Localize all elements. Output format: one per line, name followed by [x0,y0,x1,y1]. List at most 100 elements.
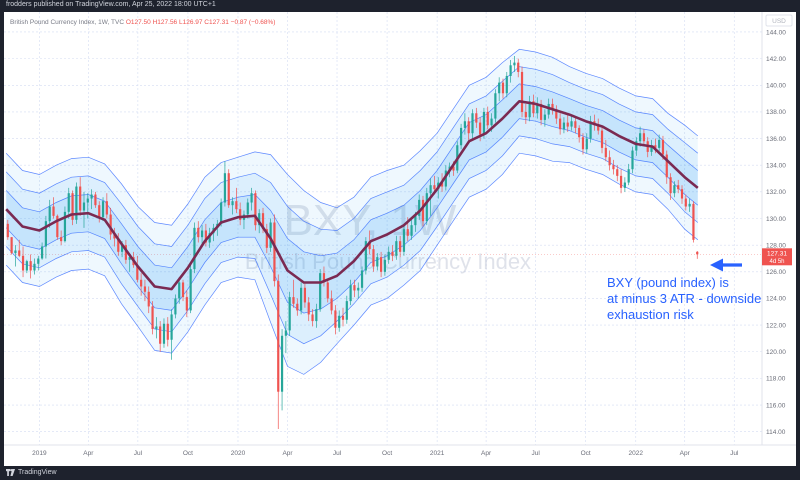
candle [379,251,383,278]
candle-body [498,82,501,94]
candle-body [612,165,615,170]
candle-body [277,281,280,392]
candle [185,290,188,318]
candle-body [345,301,348,320]
price-tick-label: 120.00 [766,349,786,356]
candle-body [494,93,497,119]
time-tick-label: Jul [333,450,342,457]
candle [589,115,592,143]
atr-band-fill-1 [6,83,698,314]
candle [29,254,32,279]
candle [677,179,680,194]
candle [528,95,531,122]
candle [387,246,390,264]
price-chart[interactable]: BXY, 1W British Pound Currency Index Bri… [4,12,796,466]
candle [174,294,177,319]
atr-bands [5,48,699,375]
candle [326,278,329,303]
price-axis[interactable]: USD 114.00 116.00 118.00 120.00 122.00 124.00… [761,12,793,445]
time-tick-label: Jul [730,450,739,457]
candle-body [543,114,546,120]
candle [463,113,466,135]
candle-body [300,287,303,311]
candle-body [425,193,428,222]
candle [140,273,143,296]
candle [25,259,28,274]
candle-body [162,323,166,344]
candle-body [82,202,86,211]
publisher-line: frodders published on TradingView.com, A… [6,1,216,8]
candle-body [555,109,558,119]
candle-body [654,145,657,148]
candle-body [200,230,204,238]
price-tag-box [762,248,792,266]
candle-body [67,193,70,212]
candle [376,253,379,271]
candle [292,279,295,308]
candle-body [566,122,569,127]
candle [471,109,474,139]
candle [383,254,387,276]
candle [67,187,70,219]
candle [143,279,147,302]
price-tag-value: 127.31 [767,250,787,257]
candle [574,117,577,134]
candle-body [661,139,665,155]
candle [597,118,600,135]
candle-body [680,189,684,199]
currency-box[interactable] [765,14,793,27]
time-tick-label: 2022 [629,450,644,457]
candle [402,223,406,256]
candle [600,126,604,154]
candle-body [235,201,238,210]
candle-body [574,121,577,128]
candle-body [692,203,695,240]
candle-body [79,186,82,211]
candle-body [414,215,417,226]
candle [524,103,527,124]
candle [44,215,47,259]
candle [254,190,257,231]
candle [311,309,314,327]
candle-body [10,237,13,254]
candle-body [387,251,390,260]
time-tick-label: Oct [183,450,193,457]
candle-body [517,62,520,72]
candle-body [40,246,44,259]
candle-body [101,201,105,218]
candle [181,279,185,302]
candle [353,279,356,298]
chart-panel[interactable]: BXY, 1W British Pound Currency Index Bri… [4,12,796,466]
candle [193,222,196,274]
candle [360,266,364,292]
atr-band-line-minus2 [5,135,699,345]
candle-body [44,221,47,247]
candle-body [532,101,535,114]
candle-body [273,222,276,282]
candle-body [433,185,436,190]
candle-body [684,198,687,207]
candle [265,223,268,254]
price-tick-label: 124.00 [766,296,786,303]
candles [6,55,699,430]
candle [239,202,242,226]
candle [235,187,238,214]
candle [642,129,646,146]
candle [79,177,82,216]
candle [669,173,672,200]
candle-body [429,185,432,194]
candle-body [391,251,394,256]
candle-body [631,150,634,170]
candle-body [524,111,527,118]
candle-body [94,194,97,206]
annotation-line-1: BXY (pound index) is [607,275,729,290]
candle [650,139,653,156]
mid-band-line [5,100,699,291]
candle [303,283,307,308]
candle-body [399,241,402,252]
candle-body [482,111,486,135]
time-axis[interactable]: 2019 Apr Jul Oct 2020 Apr Jul Oct 2021 Apr Jul Oct 2… [4,444,796,457]
price-tick-label: 142.00 [766,56,786,63]
candle-body [178,282,181,299]
candle-body [21,255,25,271]
